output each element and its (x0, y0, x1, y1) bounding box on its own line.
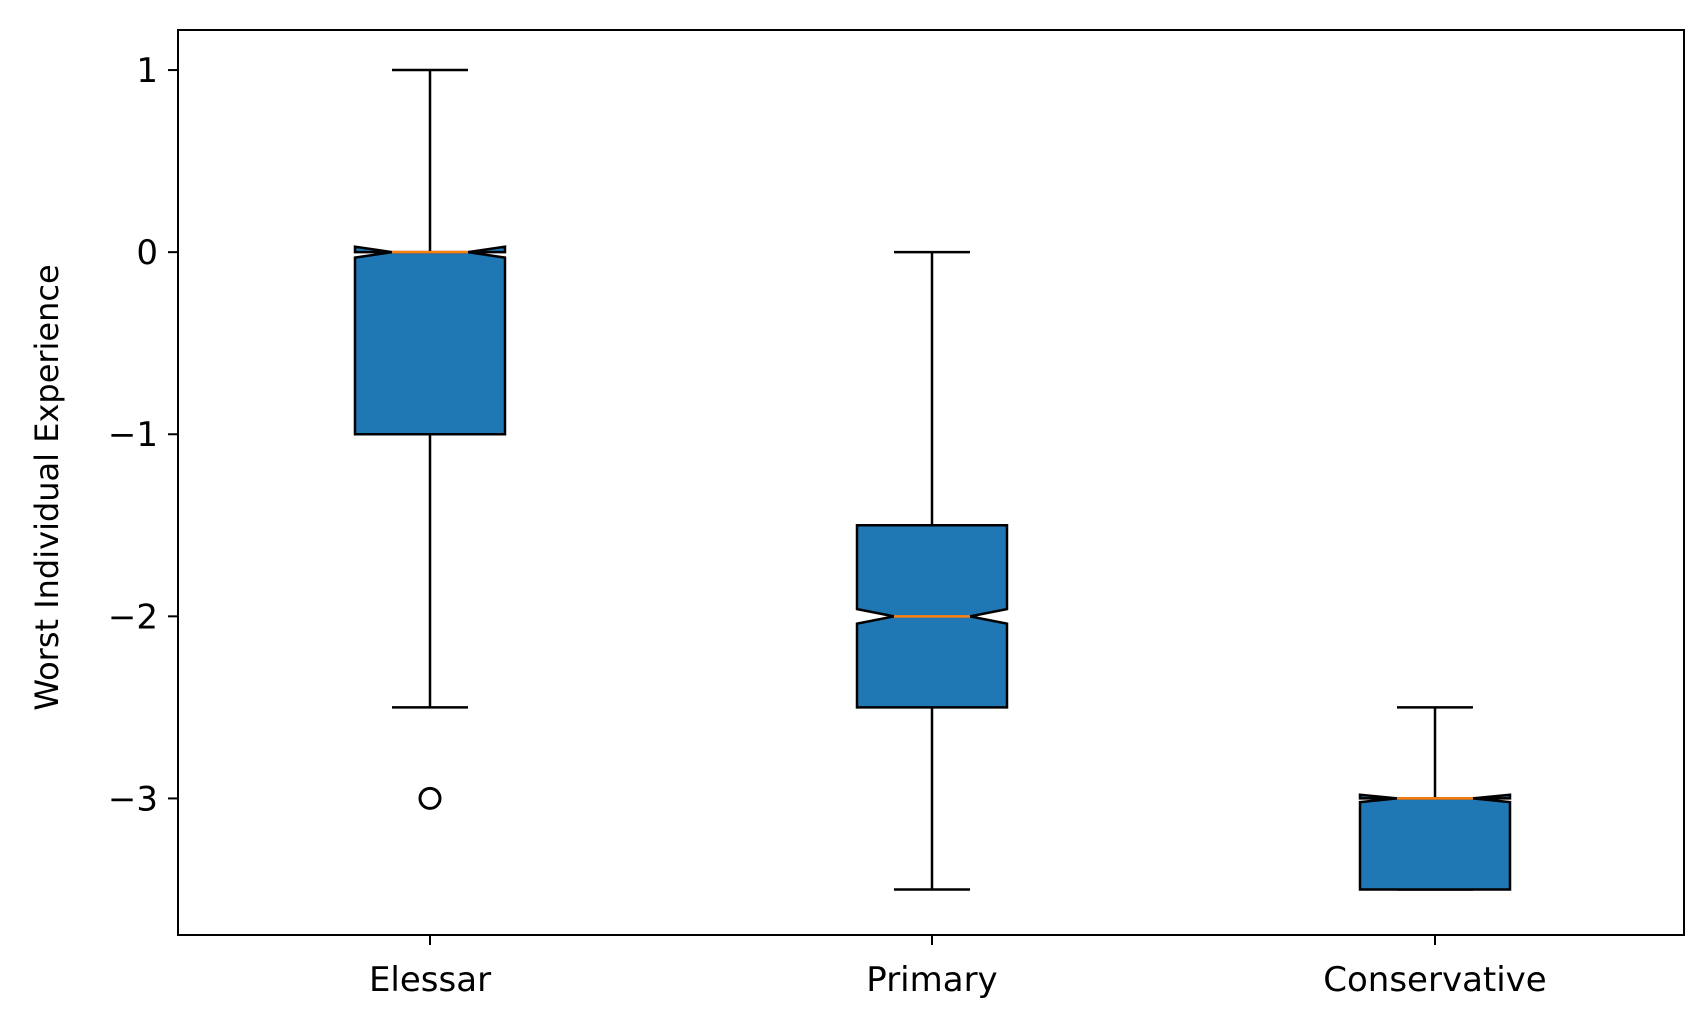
plot-marks (353, 68, 1512, 891)
box-conservative (1358, 793, 1512, 891)
box-elessar (353, 245, 507, 436)
y-tick-label: 0 (136, 233, 158, 273)
y-tick-label: 1 (136, 51, 158, 91)
y-tick-label: −2 (108, 597, 158, 637)
box-group-elessar (353, 68, 507, 810)
x-tick-label: Conservative (1323, 960, 1546, 1000)
y-tick-label: −3 (108, 779, 158, 819)
outlier-point (418, 786, 442, 810)
x-axis: Elessar Primary Conservative (369, 935, 1547, 1000)
x-tick-label: Elessar (369, 960, 491, 1000)
x-tick-label: Primary (866, 960, 997, 1000)
y-axis-label: Worst Individual Experience (28, 264, 66, 710)
y-tick-label: −1 (108, 415, 158, 455)
y-axis: 1 0 −1 −2 −3 (108, 51, 178, 819)
box-group-conservative (1358, 706, 1512, 891)
box-group-primary (855, 250, 1009, 891)
